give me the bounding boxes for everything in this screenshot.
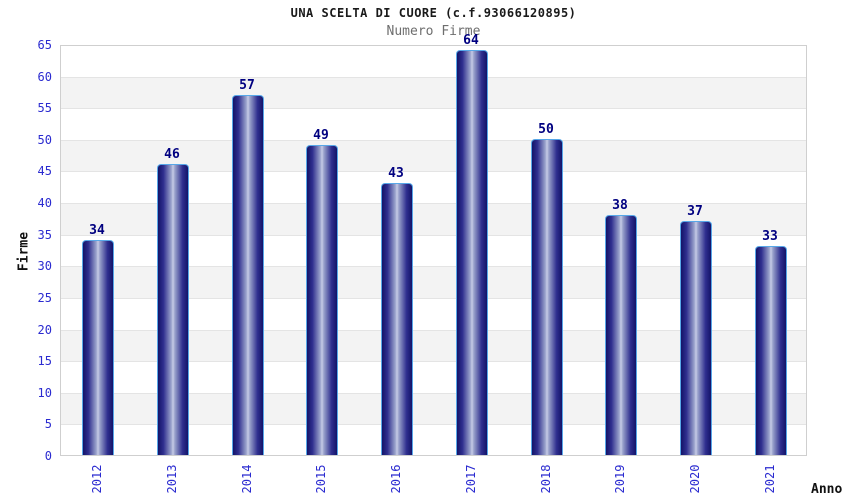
x-tick-label: 2014	[240, 464, 254, 494]
y-tick-label: 65	[37, 38, 52, 52]
plot-area	[60, 45, 807, 456]
bar-value-label: 49	[313, 128, 329, 143]
grid-band	[61, 45, 806, 78]
x-tick-label: 2018	[539, 464, 553, 494]
bar-2017	[456, 50, 488, 455]
grid-band	[61, 297, 806, 331]
x-tick-label: 2017	[464, 464, 478, 494]
y-axis-title: Firme	[16, 231, 32, 272]
bar-2012	[82, 240, 114, 455]
bar-2020	[680, 221, 712, 455]
bar-value-label: 50	[538, 122, 554, 137]
y-tick-label: 35	[37, 227, 52, 242]
bar-2018	[531, 139, 563, 455]
y-tick-label: 30	[37, 259, 52, 274]
x-tick-label: 2015	[314, 464, 328, 494]
x-tick-label: 2012	[90, 464, 104, 494]
bar-value-label: 37	[687, 204, 703, 219]
x-tick-label: 2020	[688, 464, 702, 494]
x-tick-label: 2019	[613, 464, 627, 494]
bar-value-label: 43	[388, 166, 404, 181]
x-axis-title: Anno	[811, 482, 843, 497]
chart-title: UNA SCELTA DI CUORE (c.f.93066120895)	[290, 6, 577, 20]
bar-2021	[755, 246, 787, 455]
bar-value-label: 46	[164, 147, 180, 162]
bar-2014	[232, 95, 264, 455]
y-tick-label: 0	[44, 449, 52, 463]
y-tick-label: 40	[37, 196, 52, 211]
chart-subtitle: Numero Firme	[386, 24, 481, 39]
bar-value-label: 34	[89, 223, 105, 238]
y-tick-label: 55	[37, 101, 52, 116]
grid-band	[61, 76, 806, 110]
bar-2019	[605, 215, 637, 455]
bar-value-label: 64	[463, 33, 479, 48]
grid-band	[61, 171, 806, 204]
bar-value-label: 57	[239, 78, 255, 93]
y-tick-label: 25	[37, 290, 52, 305]
x-tick-label: 2013	[165, 464, 179, 494]
bar-2013	[157, 164, 189, 455]
x-tick-label: 2021	[763, 464, 777, 494]
grid-band	[61, 424, 806, 457]
grid-band	[61, 361, 806, 394]
y-tick-label: 45	[37, 164, 52, 179]
bar-value-label: 38	[612, 198, 628, 213]
y-tick-label: 60	[37, 69, 52, 84]
bar-2015	[306, 145, 338, 455]
y-tick-label: 50	[37, 132, 52, 147]
y-tick-label: 20	[37, 322, 52, 337]
grid-band	[61, 234, 806, 268]
bar-2016	[381, 183, 413, 455]
y-tick-label: 15	[37, 354, 52, 369]
bar-value-label: 33	[762, 229, 778, 244]
y-tick-label: 5	[44, 417, 52, 432]
grid-band	[61, 108, 806, 141]
x-tick-label: 2016	[389, 464, 403, 494]
y-tick-label: 10	[37, 385, 52, 400]
